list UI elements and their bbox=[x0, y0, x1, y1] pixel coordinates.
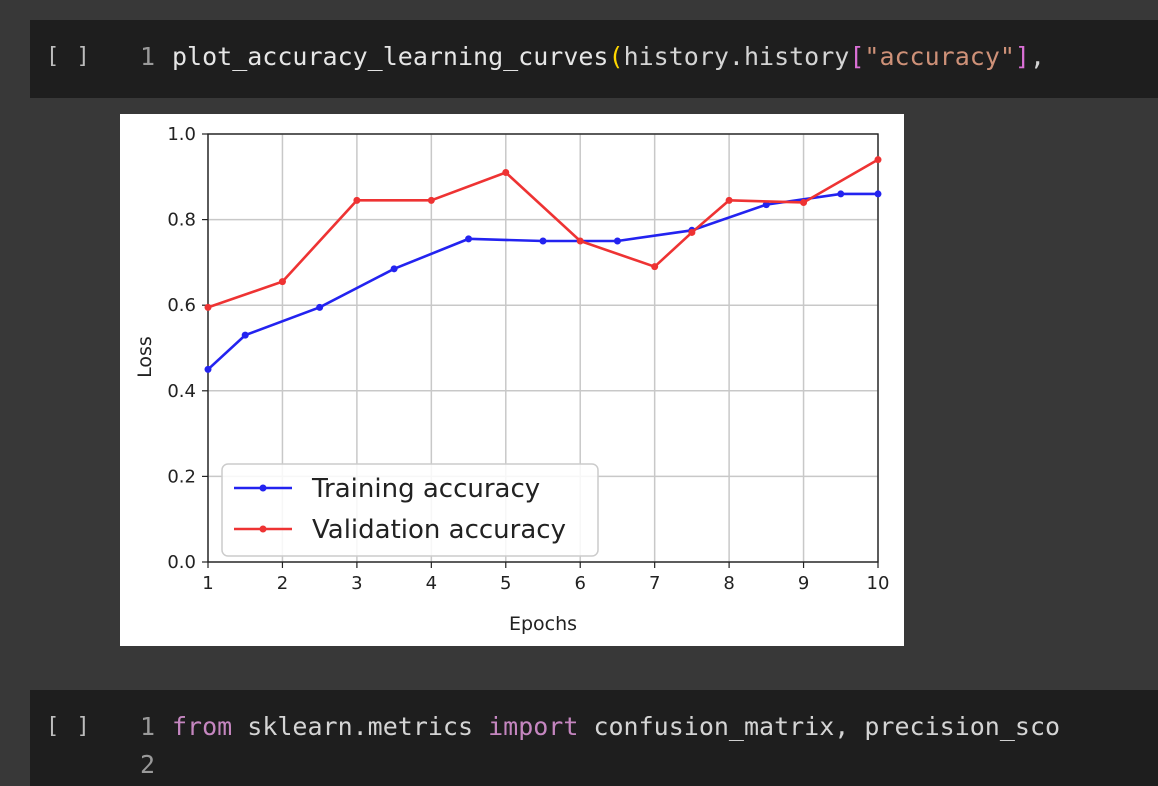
legend-label: Training accuracy bbox=[311, 474, 540, 504]
code-argument: history.history bbox=[623, 42, 850, 71]
run-cell-button[interactable]: [ ] bbox=[46, 44, 92, 69]
data-point bbox=[502, 169, 510, 177]
data-point bbox=[353, 196, 361, 204]
accuracy-chart: 1 2 3 4 5 6 7 8 9 10 0.0 0.2 0.4 0.6 0.8 1.0 Training a… bbox=[134, 124, 890, 635]
data-point bbox=[874, 156, 882, 164]
y-tick-label: 0.4 bbox=[167, 381, 196, 402]
code-string: "accuracy" bbox=[864, 42, 1015, 71]
series-line-validation bbox=[207, 158, 879, 309]
code-cell-1[interactable]: [ ] 1 plot_accuracy_learning_curves(histo… bbox=[30, 20, 1158, 98]
line-number: 2 bbox=[140, 750, 156, 779]
line-number: 1 bbox=[140, 42, 156, 71]
code-bracket: ] bbox=[1014, 42, 1030, 71]
data-point bbox=[465, 235, 473, 243]
x-tick-label: 2 bbox=[277, 573, 288, 594]
data-point bbox=[651, 263, 659, 271]
data-point bbox=[204, 365, 212, 373]
data-point bbox=[241, 331, 249, 339]
x-tick-label: 1 bbox=[202, 573, 213, 594]
x-tick-label: 9 bbox=[798, 573, 809, 594]
data-point bbox=[800, 198, 808, 206]
code-line[interactable]: 2 bbox=[140, 750, 172, 779]
y-tick-label: 0.0 bbox=[167, 552, 196, 573]
data-point bbox=[762, 201, 770, 209]
legend-marker bbox=[259, 525, 267, 533]
data-point bbox=[427, 196, 435, 204]
x-tick-label: 4 bbox=[426, 573, 437, 594]
code-keyword-import: import bbox=[488, 712, 579, 741]
data-point bbox=[874, 190, 882, 198]
x-tick-label: 10 bbox=[867, 573, 890, 594]
legend-marker bbox=[259, 484, 267, 492]
data-point bbox=[204, 303, 212, 311]
code-module: sklearn.metrics bbox=[232, 712, 489, 741]
code-line[interactable]: 1 plot_accuracy_learning_curves(history.h… bbox=[140, 42, 1045, 71]
cell-output-chart: 1 2 3 4 5 6 7 8 9 10 0.0 0.2 0.4 0.6 0.8 1.0 Training a… bbox=[120, 114, 904, 646]
data-point bbox=[539, 237, 547, 245]
code-line[interactable]: 1 from sklearn.metrics import confusion_m… bbox=[140, 712, 1060, 741]
code-cell-2[interactable]: [ ] 1 from sklearn.metrics import confusi… bbox=[30, 690, 1158, 786]
x-tick-label: 5 bbox=[500, 573, 511, 594]
y-tick-label: 0.6 bbox=[167, 295, 196, 316]
legend-label: Validation accuracy bbox=[312, 515, 566, 545]
data-point bbox=[725, 196, 733, 204]
legend-box bbox=[221, 463, 599, 557]
code-imported-names: confusion_matrix, precision_sco bbox=[578, 712, 1061, 741]
data-point bbox=[837, 190, 845, 198]
x-tick-label: 6 bbox=[574, 573, 585, 594]
data-point bbox=[316, 303, 324, 311]
x-axis-label: Epochs bbox=[509, 613, 577, 635]
x-tick-label: 8 bbox=[723, 573, 734, 594]
plot-frame bbox=[207, 133, 879, 563]
code-function-name: plot_accuracy_learning_curves bbox=[172, 42, 609, 71]
data-point bbox=[688, 228, 696, 236]
run-cell-button[interactable]: [ ] bbox=[46, 714, 92, 739]
code-paren: ( bbox=[608, 42, 624, 71]
code-bracket: [ bbox=[849, 42, 865, 71]
code-keyword-from: from bbox=[172, 712, 233, 741]
y-tick-label: 0.2 bbox=[167, 466, 196, 487]
y-tick-label: 1.0 bbox=[167, 124, 196, 145]
x-tick-label: 7 bbox=[649, 573, 660, 594]
y-axis-label: Loss bbox=[134, 336, 156, 378]
data-point bbox=[278, 278, 286, 286]
x-tick-label: 3 bbox=[351, 573, 362, 594]
code-comma: , bbox=[1029, 42, 1046, 71]
data-point bbox=[576, 237, 584, 245]
data-point bbox=[613, 237, 621, 245]
y-tick-label: 0.8 bbox=[167, 210, 196, 231]
data-point bbox=[390, 265, 398, 273]
line-number: 1 bbox=[140, 712, 156, 741]
